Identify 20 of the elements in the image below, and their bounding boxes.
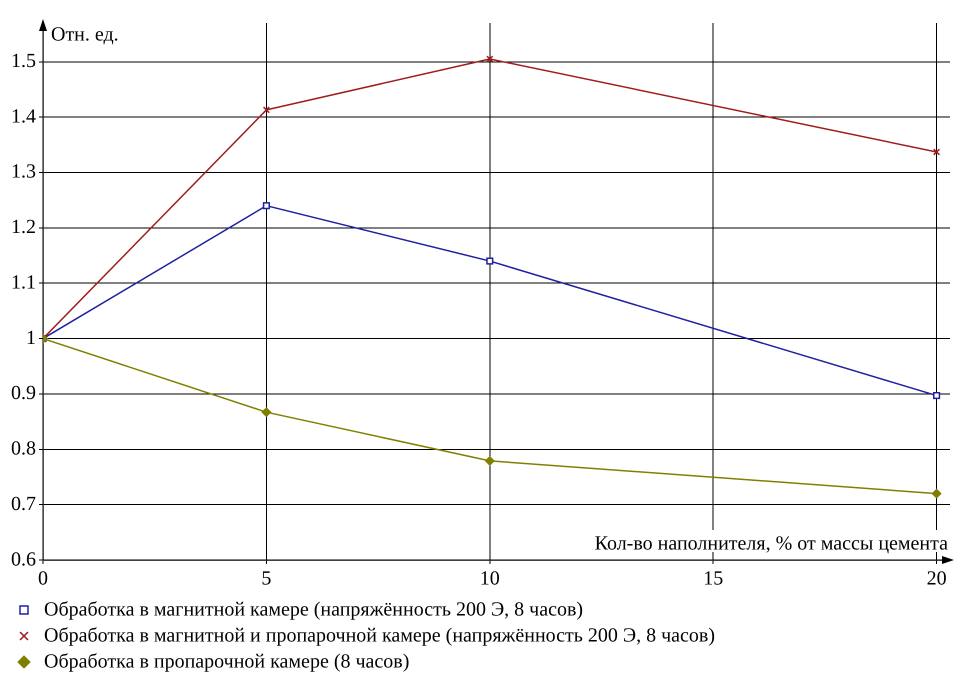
x-tick-label: 0 (38, 567, 48, 590)
legend-label: Обработка в магнитной камере (напряжённость 200 Э, 8 часов) (44, 598, 584, 620)
x-tick-label: 20 (926, 567, 947, 590)
y-tick-label: 0.7 (11, 492, 36, 515)
legend-label: Обработка в пропарочной камере (8 часов) (44, 650, 410, 672)
y-tick-label: 1.5 (11, 50, 36, 72)
y-tick-label: 0.6 (11, 548, 36, 570)
legend-label: Обработка в магнитной и пропарочной камере (напряжённость 200 Э, 8 часов) (44, 624, 716, 646)
y-tick-label: 0.9 (11, 382, 36, 404)
x-axis-title: Кол-во наполнителя, % от массы цемента (594, 532, 948, 554)
y-tick-label: 0.8 (11, 438, 36, 460)
y-tick-label: 1.2 (11, 216, 36, 238)
y-axis-title: Отн. ед. (51, 23, 119, 46)
y-tick-label: 1 (26, 326, 36, 349)
x-tick-label: 15 (703, 567, 724, 590)
y-tick-label: 1.3 (11, 160, 36, 183)
x-tick-label: 5 (261, 567, 272, 590)
y-tick-label: 1.4 (11, 105, 36, 128)
x-tick-label: 10 (480, 567, 500, 590)
y-tick-label: 1.1 (11, 271, 36, 294)
